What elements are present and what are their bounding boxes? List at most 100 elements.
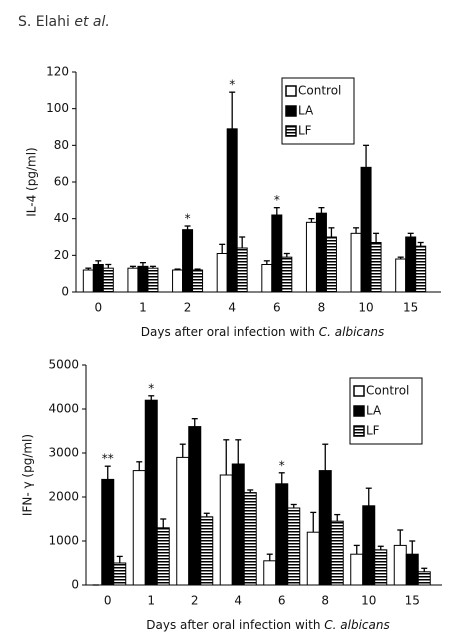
bar: [156, 527, 170, 586]
x-tick-label: 0: [94, 301, 102, 315]
bar: [271, 214, 283, 293]
legend-label: LF: [298, 124, 312, 138]
y-axis-label: IL-4 (pg/ml): [25, 147, 39, 216]
x-tick-label: 10: [361, 594, 376, 608]
legend-swatch: [353, 385, 365, 397]
header: S. Elahi et al.: [18, 14, 110, 30]
bar: [92, 264, 104, 293]
bar: [102, 267, 114, 293]
legend: Control LA LF: [281, 77, 355, 145]
x-axis-label: Days after oral infection with C. albica…: [141, 325, 384, 339]
legend-label: Control: [298, 84, 341, 98]
annotation: **: [102, 452, 114, 466]
bar: [395, 258, 407, 293]
y-tick-label: 1000: [48, 534, 79, 548]
legend-label: LA: [298, 104, 314, 118]
bar: [374, 549, 388, 586]
bar: [281, 256, 293, 293]
bar: [188, 426, 202, 586]
x-tick-label: 10: [358, 301, 373, 315]
x-tick-label: 15: [405, 594, 420, 608]
bar: [132, 470, 146, 586]
y-tick-label: 120: [46, 65, 69, 79]
y-tick-label: 40: [54, 211, 69, 225]
bar: [243, 492, 257, 586]
bar: [144, 399, 158, 586]
bar: [287, 507, 301, 586]
x-tick-label: 8: [318, 301, 326, 315]
x-axis-label: Days after oral infection with C. albica…: [146, 618, 389, 632]
x-tick-label: 4: [228, 301, 236, 315]
legend-label: LA: [366, 404, 382, 418]
bar: [216, 253, 228, 293]
bar: [305, 221, 317, 293]
x-tick-label: 15: [403, 301, 418, 315]
legend-swatch: [285, 105, 297, 117]
bar: [137, 265, 149, 293]
bar: [306, 531, 320, 586]
x-tick-label: 1: [139, 301, 147, 315]
bar: [113, 562, 127, 586]
y-tick-label: 0: [61, 285, 69, 299]
x-tick-label: 2: [191, 594, 199, 608]
bar: [350, 232, 362, 293]
bar: [350, 553, 364, 586]
bar: [330, 520, 344, 586]
y-axis-label: IFN- γ (pg/ml): [21, 434, 35, 516]
x-tick-label: 8: [321, 594, 329, 608]
y-tick-label: 2000: [48, 490, 79, 504]
bar: [236, 247, 248, 293]
x-tick-label: 4: [234, 594, 242, 608]
legend-swatch: [285, 85, 297, 97]
legend: Control LA LF: [349, 377, 423, 445]
bar: [318, 470, 332, 586]
legend-swatch: [353, 425, 365, 437]
bar: [415, 245, 427, 293]
y-tick-label: 60: [54, 175, 69, 189]
annotation: *: [185, 212, 191, 226]
bar: [275, 483, 289, 586]
x-axis-label-part: C. albicans: [319, 325, 384, 339]
bar: [263, 560, 277, 586]
bar: [261, 264, 273, 293]
bar: [360, 166, 372, 293]
bar: [200, 516, 214, 586]
x-tick-label: 6: [273, 301, 281, 315]
bar: [231, 463, 245, 586]
legend-swatch: [353, 405, 365, 417]
x-axis-label-part: C. albicans: [324, 618, 389, 632]
header-author: S. Elahi: [18, 14, 70, 30]
y-tick-label: 5000: [48, 358, 79, 372]
bar: [192, 269, 204, 293]
bar: [172, 269, 184, 293]
bar: [325, 236, 337, 293]
bar: [219, 474, 233, 586]
y-tick-label: 100: [46, 101, 69, 115]
bar: [226, 128, 238, 293]
bar: [82, 269, 94, 293]
legend-swatch: [285, 125, 297, 137]
annotation: *: [274, 193, 280, 207]
x-tick-label: 0: [104, 594, 112, 608]
bar: [101, 478, 115, 586]
legend-label: Control: [366, 384, 409, 398]
x-tick-label: 2: [184, 301, 192, 315]
annotation: *: [229, 78, 235, 92]
header-suffix: et al.: [74, 14, 109, 30]
y-tick-label: 4000: [48, 402, 79, 416]
bar: [147, 267, 159, 293]
bar: [182, 229, 194, 293]
legend-label: LF: [366, 424, 380, 438]
bar: [405, 553, 419, 586]
bar: [315, 212, 327, 293]
bar: [393, 544, 407, 586]
x-tick-label: 1: [147, 594, 155, 608]
y-tick-label: 80: [54, 138, 69, 152]
x-tick-label: 6: [278, 594, 286, 608]
bar: [405, 236, 417, 293]
bar: [127, 267, 139, 293]
x-axis-label-part: Days after oral infection with: [146, 618, 324, 632]
y-tick-label: 0: [71, 578, 79, 592]
annotation: *: [279, 458, 285, 472]
